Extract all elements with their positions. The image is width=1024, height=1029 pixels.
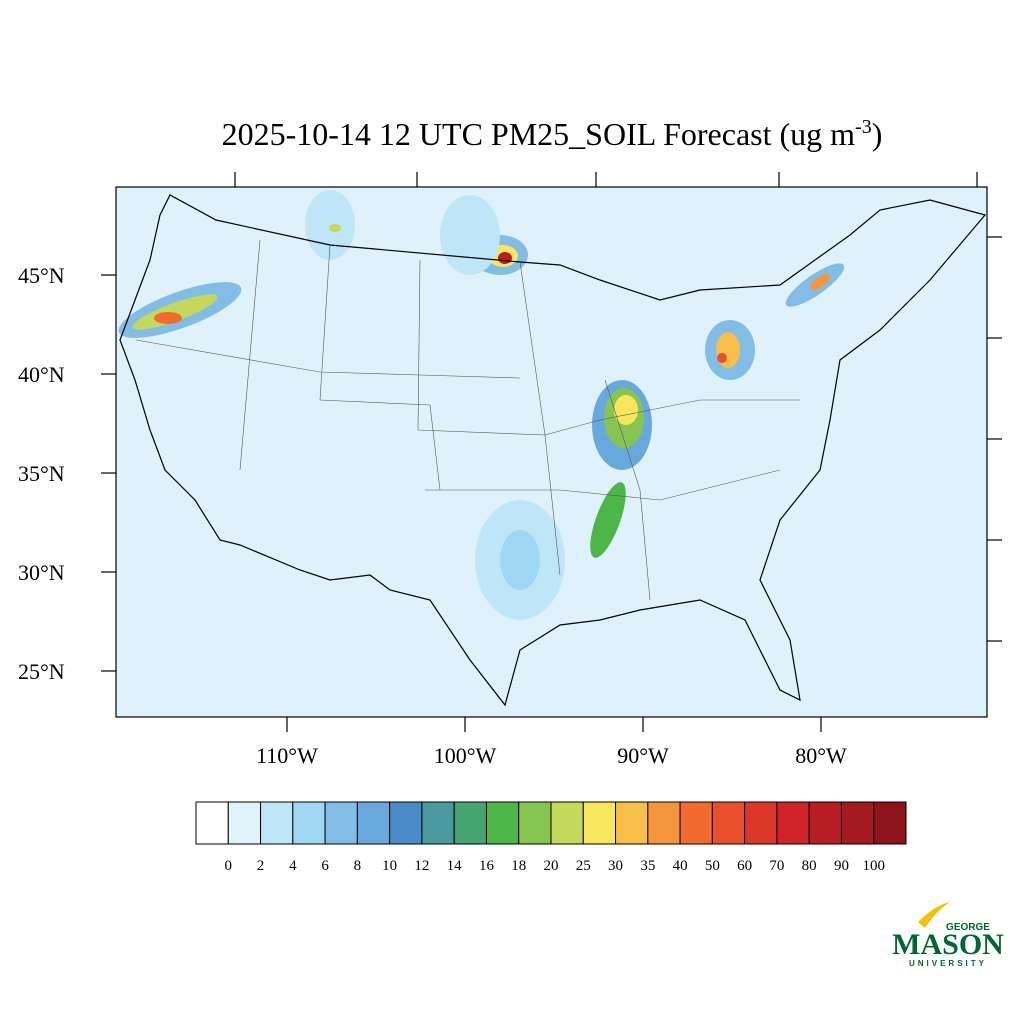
colorbar-label: 4 bbox=[289, 858, 297, 874]
colorbar-box bbox=[840, 801, 875, 845]
title-main: 2025-10-14 12 UTC PM25_SOIL Forecast (ug… bbox=[222, 116, 856, 152]
colorbar-label: 50 bbox=[705, 858, 720, 874]
colorbar-label: 20 bbox=[544, 858, 559, 874]
map-background bbox=[116, 187, 987, 717]
colorbar-label: 8 bbox=[354, 858, 362, 874]
lon-label: 100°W bbox=[434, 743, 497, 768]
colorbar-box bbox=[195, 801, 229, 845]
logo-bottom: UNIVERSITY bbox=[909, 959, 987, 968]
colorbar-label: 100 bbox=[862, 858, 885, 874]
colorbar-box bbox=[550, 801, 584, 845]
colorbar-box bbox=[582, 801, 617, 845]
state-lines bbox=[135, 239, 800, 601]
colorbar-label: 40 bbox=[673, 858, 688, 874]
colorbar-box bbox=[873, 801, 907, 845]
colorbar-box bbox=[324, 801, 358, 845]
title: 2025-10-14 12 UTC PM25_SOIL Forecast (ug… bbox=[222, 116, 883, 152]
lat-label: 30°N bbox=[18, 560, 65, 585]
colorbar-box bbox=[292, 801, 326, 845]
colorbar-box bbox=[647, 801, 681, 845]
lon-label: 110°W bbox=[256, 743, 318, 768]
title-end: ) bbox=[872, 116, 883, 152]
colorbar-box bbox=[711, 801, 746, 845]
logo-name: MASON bbox=[892, 928, 1004, 961]
colorbar-box bbox=[744, 801, 778, 845]
colorbar-box bbox=[389, 801, 423, 845]
colorbar-label: 30 bbox=[608, 858, 623, 874]
colorbar-box bbox=[260, 801, 294, 845]
colorbar-label: 80 bbox=[802, 858, 817, 874]
colorbar-label: 90 bbox=[834, 858, 849, 874]
colorbar-box bbox=[485, 801, 520, 845]
colorbar-label: 60 bbox=[737, 858, 752, 874]
map-frame bbox=[115, 186, 988, 718]
colorbar-label: 35 bbox=[640, 858, 655, 874]
colorbar-box bbox=[679, 801, 713, 845]
colorbar-label: 6 bbox=[321, 858, 329, 874]
colorbar-box bbox=[227, 801, 262, 845]
logo-top: GEORGE bbox=[946, 922, 990, 933]
colorbar: 0 2 4 6 8 10 12 14 16 18 20 25 30 35 40 50 60 70 80 90 100 bbox=[195, 801, 907, 874]
ticks bbox=[101, 172, 1002, 732]
title-superscript: -3 bbox=[855, 116, 872, 138]
colorbar-label: 10 bbox=[382, 858, 397, 874]
logo: GEORGE MASON UNIVERSITY bbox=[892, 902, 1004, 968]
lat-label: 40°N bbox=[18, 362, 65, 387]
colorbar-box bbox=[421, 801, 455, 845]
lon-label: 80°W bbox=[795, 743, 847, 768]
colorbar-box bbox=[453, 801, 487, 845]
colorbar-label: 12 bbox=[414, 858, 429, 874]
lat-label: 45°N bbox=[18, 263, 65, 288]
lat-label: 25°N bbox=[18, 659, 65, 684]
colorbar-box bbox=[808, 801, 842, 845]
coastline bbox=[119, 194, 987, 707]
lon-label: 90°W bbox=[617, 743, 669, 768]
colorbar-label: 14 bbox=[447, 858, 463, 874]
colorbar-label: 2 bbox=[257, 858, 265, 874]
colorbar-label: 70 bbox=[769, 858, 784, 874]
colorbar-box bbox=[615, 801, 649, 845]
map: 45°N 40°N 35°N 30°N 25°N 110°W 100°W 90°… bbox=[18, 172, 1002, 768]
colorbar-label: 16 bbox=[479, 858, 495, 874]
colorbar-box bbox=[356, 801, 391, 845]
lat-label: 35°N bbox=[18, 461, 65, 486]
colorbar-label: 18 bbox=[511, 858, 526, 874]
colorbar-label: 25 bbox=[576, 858, 591, 874]
plumes bbox=[118, 190, 845, 620]
colorbar-box bbox=[776, 801, 810, 845]
colorbar-box bbox=[518, 801, 552, 845]
colorbar-label: 0 bbox=[225, 858, 233, 874]
